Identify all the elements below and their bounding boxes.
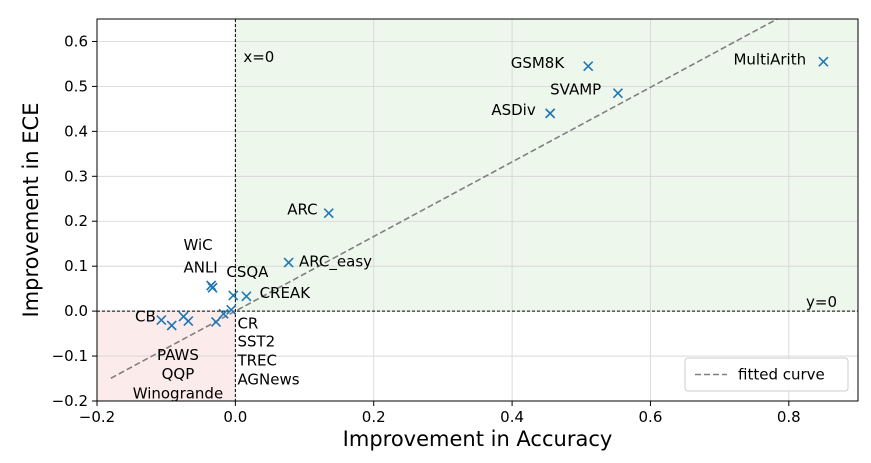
point-label: TREC [236,352,277,370]
data-point [156,315,167,326]
x-tick-label: 0.0 [223,408,247,426]
point-label: ARC_easy [299,253,372,272]
marker-stroke [210,316,222,327]
legend-box [684,357,849,392]
vertical-reference-label: x=0 [243,48,274,66]
x-tick-label: 0.6 [639,408,663,426]
marker-stroke [166,320,177,331]
y-tick-label: 0.6 [64,32,88,50]
marker-stroke [218,308,229,319]
y-tick-label: 0.1 [64,257,88,275]
shaded-regions [97,19,858,401]
marker-stroke [241,291,252,302]
x-tick-label: 0.2 [362,408,386,426]
fitted-curve [110,18,778,379]
fitted-curve-line [110,18,778,379]
y-tick-label: 0.0 [64,302,88,320]
point-labels: MultiArith GSM8K SVAMP ASDiv ARC ARC_easy WiC A… [133,50,806,402]
marker-stroke [283,257,294,268]
point-label: AGNews [237,370,299,388]
data-point [210,316,222,327]
y-tick-label: 0.4 [64,122,88,140]
horizontal-reference-label: y=0 [806,293,837,311]
data-point [218,308,229,319]
marker-stroke [183,315,194,327]
point-label: PAWS [157,346,199,364]
point-label: ANLI [183,259,217,277]
point-label: CB [135,308,156,326]
y-tick-label: 0.5 [64,77,88,95]
y-tick-label: 0.3 [64,167,88,185]
marker-stroke [207,282,218,293]
data-point [228,290,239,301]
marker-stroke [226,304,237,315]
x-tick-label: 0.8 [777,408,801,426]
x-axis-ticks: −0.2 0.0 0.2 0.4 0.6 0.8 [79,401,801,426]
x-tick-label: −0.2 [79,408,115,426]
point-label: WiC [183,236,212,254]
x-tick-label: 0.4 [500,408,524,426]
x-axis-label: Improvement in Accuracy [343,427,613,451]
marker-stroke [156,315,167,326]
point-label: Winogrande [133,384,224,402]
point-label: SST2 [237,333,275,351]
shaded-region-0 [235,19,858,312]
data-point [241,291,252,302]
y-tick-label: 0.2 [64,212,88,230]
point-label: QQP [162,365,195,383]
reference-lines: x=0 y=0 [97,19,858,401]
data-point [207,282,218,293]
point-label: CSQA [226,263,269,281]
point-label: SVAMP [550,81,601,99]
point-label: ASDiv [491,101,536,119]
data-point [183,315,194,327]
marker-stroke [818,56,829,67]
data-point [818,56,829,67]
legend-entry: fitted curve [738,366,825,384]
data-point [323,208,334,219]
data-point [166,320,177,331]
point-label: ARC [287,201,317,219]
marker-stroke [583,61,594,72]
y-axis-label: Improvement in ECE [19,103,43,318]
point-label: CREAK [260,284,312,302]
data-point [612,88,624,99]
point-label: CR [237,315,258,333]
data-point [226,304,237,315]
y-tick-label: −0.1 [52,347,88,365]
point-label: GSM8K [511,54,566,72]
data-point [583,61,594,72]
point-label: MultiArith [733,50,806,68]
legend: fitted curve [684,357,849,392]
marker-stroke [323,208,334,219]
marker-stroke [612,88,624,99]
marker-stroke [178,311,189,322]
data-points [156,56,829,331]
y-axis-ticks: −0.2 −0.1 0.0 0.1 0.2 0.3 0.4 0.5 0.6 [52,32,97,410]
y-tick-label: −0.2 [52,392,88,410]
marker-stroke [228,290,239,301]
plot-frame [96,18,859,402]
data-point [545,108,556,119]
marker-stroke [545,108,556,119]
data-point [283,257,294,268]
